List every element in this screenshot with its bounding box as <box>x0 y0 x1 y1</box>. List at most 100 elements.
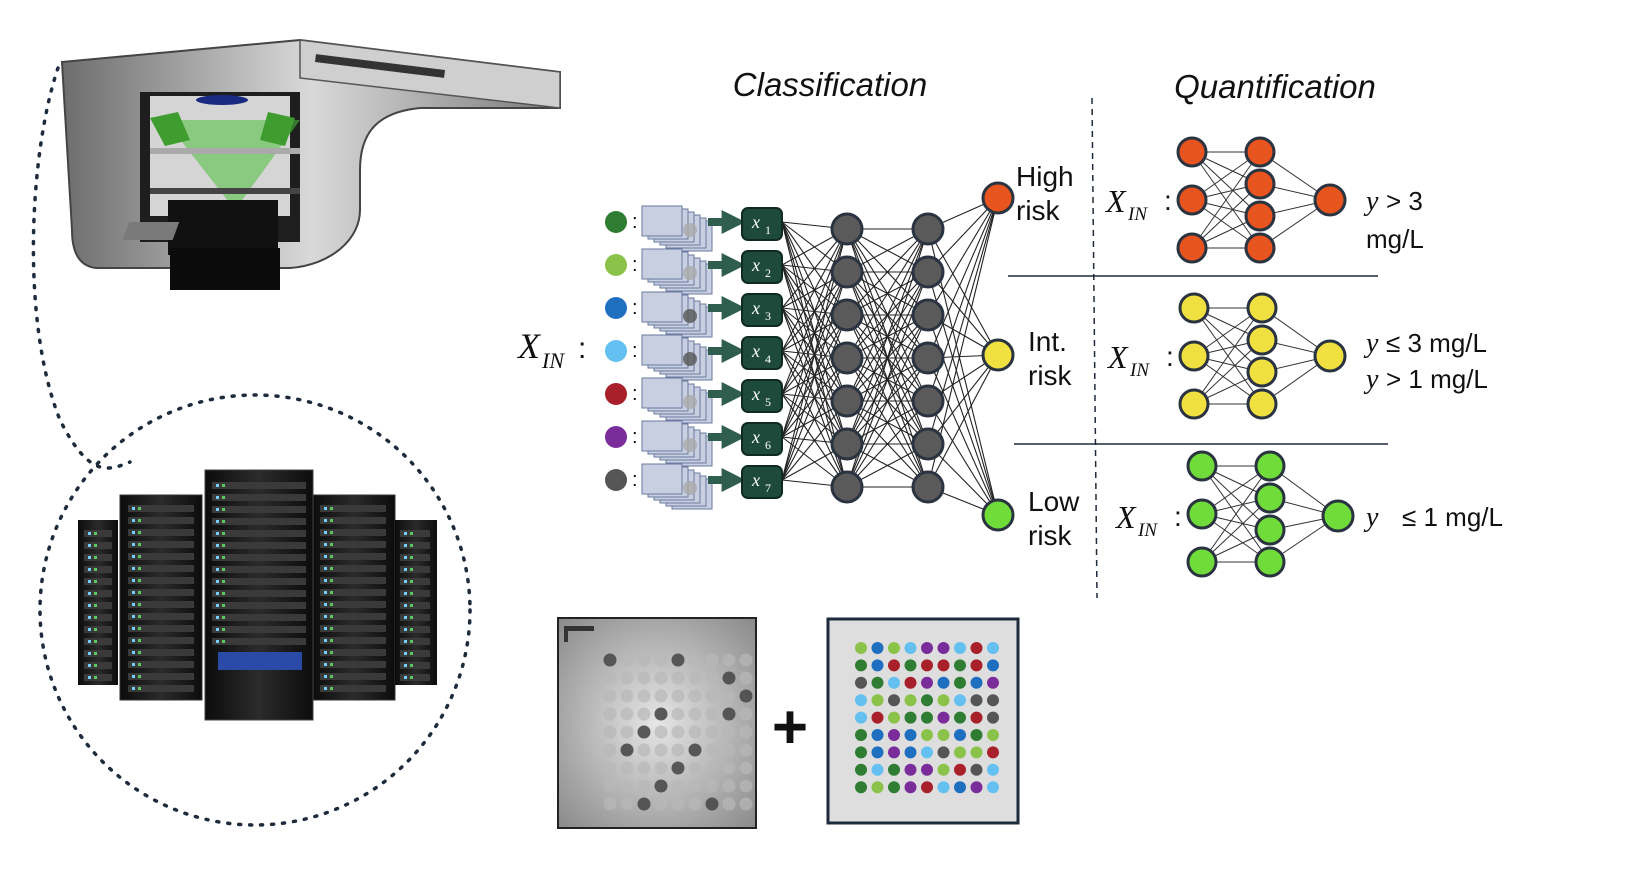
plus-sign: + <box>772 693 808 762</box>
output-label: risk <box>1028 520 1073 551</box>
color-spot <box>921 763 933 776</box>
condition-text: > 3 <box>1386 186 1423 216</box>
color-spot <box>921 694 933 707</box>
server-dotted-circle <box>38 393 472 827</box>
color-spot <box>871 659 884 672</box>
color-spot <box>987 711 999 724</box>
color-spot <box>970 659 983 672</box>
hidden-node <box>830 384 864 418</box>
color-spot <box>987 694 999 707</box>
color-spot <box>904 642 917 654</box>
color-spot <box>970 746 983 759</box>
plate-grayscale-image <box>557 617 757 829</box>
color-spot <box>937 659 950 672</box>
plate-color-map <box>826 617 1020 825</box>
input-feature-node <box>741 207 783 241</box>
classification-header: Classification <box>733 66 927 103</box>
color-spot <box>921 642 933 654</box>
svg-text::: : <box>1164 185 1172 216</box>
color-spot <box>954 729 966 741</box>
svg-text::: : <box>1174 501 1182 532</box>
input-feature-node <box>741 293 783 327</box>
output-label: Int. <box>1028 326 1067 357</box>
color-spot <box>888 729 900 741</box>
color-spot <box>871 711 884 724</box>
color-spot <box>954 694 966 707</box>
hidden-node <box>830 255 864 289</box>
regression-networks: X IN: y > 3mg/LX IN: y ≤ 3 mg/Ly > 1 mg/LX IN: y ≤… <box>1104 136 1503 578</box>
color-spot <box>970 729 983 741</box>
input-feature-node <box>741 379 783 413</box>
condition-variable: y <box>1363 502 1379 533</box>
svg-text:5: 5 <box>765 395 771 409</box>
hidden-node <box>911 255 945 289</box>
svg-text:X: X <box>1106 339 1129 375</box>
svg-text::: : <box>632 383 638 405</box>
color-spot <box>871 763 884 776</box>
condition-variable: y <box>1363 186 1379 217</box>
color-spot <box>855 746 867 759</box>
svg-text::: : <box>632 426 638 448</box>
color-spot <box>855 676 867 689</box>
connector-dotted-line <box>31 66 132 470</box>
output-node <box>981 498 1015 532</box>
color-spot <box>871 729 884 741</box>
svg-text::: : <box>632 211 638 233</box>
color-spot <box>855 659 867 672</box>
svg-text::: : <box>578 332 586 365</box>
server-rack-icon <box>78 469 437 721</box>
svg-text:IN: IN <box>1129 360 1150 381</box>
svg-text:3: 3 <box>765 309 771 323</box>
color-spot <box>954 781 966 794</box>
regressor-network: X IN: y > 3 mg/L <box>1104 136 1424 264</box>
color-spot <box>888 746 900 759</box>
color-spot <box>987 763 999 776</box>
color-spot <box>954 711 966 724</box>
color-spot <box>888 694 900 707</box>
color-spot <box>937 746 950 759</box>
input-feature-node <box>741 422 783 456</box>
spot-color-dot <box>605 254 627 276</box>
spot-color-dot <box>605 469 627 491</box>
spot-color-dot <box>605 211 627 233</box>
color-spot <box>937 711 950 724</box>
color-spot <box>871 781 884 794</box>
color-spot <box>855 763 867 776</box>
color-spot <box>987 729 999 741</box>
color-spot <box>970 763 983 776</box>
color-spot <box>888 642 900 654</box>
color-spot <box>954 746 966 759</box>
color-spot <box>871 642 884 654</box>
color-spot <box>987 781 999 794</box>
color-spot <box>987 676 999 689</box>
color-spot <box>921 729 933 741</box>
color-spot <box>871 694 884 707</box>
svg-text:x: x <box>751 470 760 490</box>
color-spot <box>871 746 884 759</box>
input-label: X IN : <box>516 326 586 373</box>
color-spot <box>904 763 917 776</box>
svg-text:x: x <box>751 255 760 275</box>
color-spot <box>937 729 950 741</box>
spot-color-dot <box>605 340 627 362</box>
svg-text:IN: IN <box>541 348 565 373</box>
output-label: Low <box>1028 486 1080 517</box>
color-spot <box>904 694 917 707</box>
input-feature-node <box>741 250 783 284</box>
svg-text:1: 1 <box>765 223 771 237</box>
svg-text:7: 7 <box>765 481 771 495</box>
color-spot <box>871 676 884 689</box>
color-spot <box>904 746 917 759</box>
svg-text::: : <box>632 469 638 491</box>
output-label: risk <box>1028 360 1073 391</box>
svg-text:x: x <box>751 298 760 318</box>
input-feature-node <box>741 336 783 370</box>
color-spot <box>970 676 983 689</box>
svg-text:IN: IN <box>1137 520 1158 541</box>
svg-text:x: x <box>751 384 760 404</box>
svg-text::: : <box>632 254 638 276</box>
